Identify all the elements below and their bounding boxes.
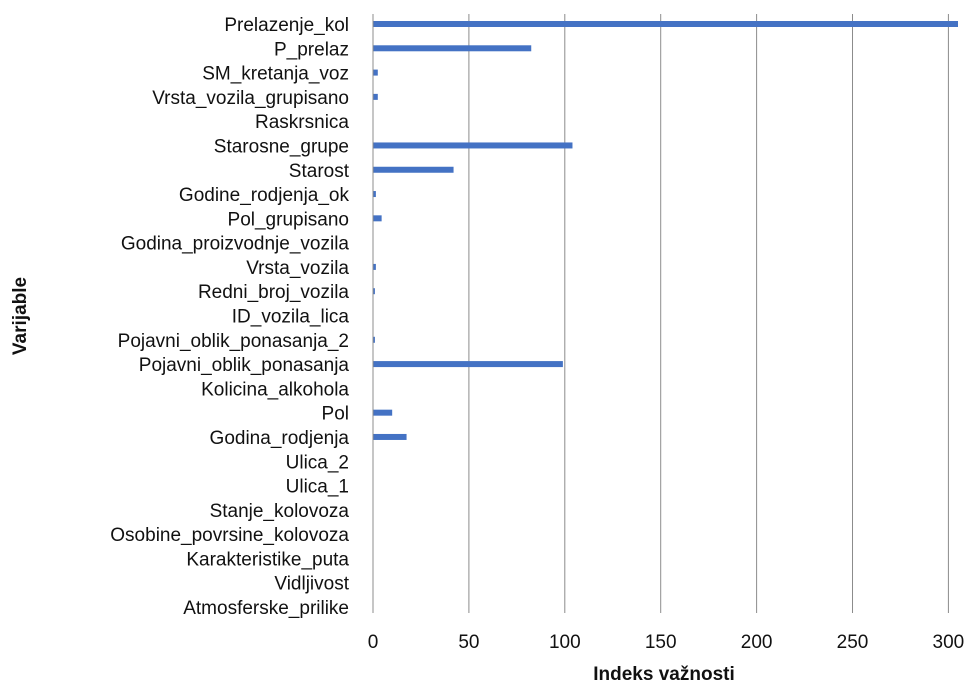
- bar-Prelazenje_kol: [373, 21, 958, 27]
- category-label: Osobine_povrsine_kolovoza: [110, 525, 349, 546]
- bar-Pol: [373, 409, 393, 416]
- category-labels: Prelazenje_kol P_prelaz SM_kretanja_voz Vrs…: [110, 15, 349, 619]
- category-label: Vrsta_vozila: [246, 258, 349, 279]
- category-label: Godina_proizvodnje_vozila: [121, 234, 350, 255]
- x-tick-label: 50: [458, 632, 479, 653]
- x-tick-label: 100: [549, 632, 581, 653]
- bar-Pojavni_oblik_ponasanja_2: [373, 336, 375, 343]
- x-tick-label: 250: [837, 632, 869, 653]
- category-label: Godine_rodjenja_ok: [179, 185, 350, 206]
- category-label: Pojavni_oblik_ponasanja: [139, 355, 350, 376]
- bar-Godine_rodjenja_ok: [373, 191, 376, 198]
- gridlines: [468, 14, 949, 613]
- bar-Godina_rodjenja: [373, 433, 407, 440]
- bar-Pol_grupisano: [373, 215, 382, 222]
- category-label: Pol: [322, 404, 349, 425]
- category-label: Prelazenje_kol: [224, 15, 349, 36]
- x-tick-label: 0: [368, 632, 379, 653]
- category-label: Pol_grupisano: [228, 209, 349, 230]
- category-label: Godina_rodjenja: [210, 428, 350, 449]
- category-label: Kolicina_alkohola: [201, 379, 349, 400]
- category-label: Atmosferske_prilike: [183, 598, 349, 619]
- category-label: Pojavni_oblik_ponasanja_2: [118, 331, 349, 352]
- x-tick-label: 200: [741, 632, 773, 653]
- category-label: Starosne_grupe: [214, 136, 349, 157]
- bar-Vrsta_vozila_grupisano: [373, 93, 378, 100]
- category-label: SM_kretanja_voz: [202, 64, 349, 85]
- bar-SM_kretanja_voz: [373, 69, 378, 76]
- x-tick-label: 300: [933, 632, 965, 653]
- category-label: Ulica_1: [286, 477, 349, 498]
- category-label: Stanje_kolovoza: [210, 501, 350, 522]
- bar-Vrsta_vozila: [373, 263, 376, 270]
- bar-Starost: [373, 166, 454, 173]
- bar-Redni_broj_vozila: [373, 288, 375, 295]
- category-label: Karakteristike_puta: [186, 549, 349, 570]
- x-tick-label: 150: [645, 632, 677, 653]
- bar-Starosne_grupe: [373, 142, 573, 149]
- category-label: P_prelaz: [274, 39, 349, 60]
- bars: [373, 21, 958, 440]
- category-label: Ulica_2: [286, 452, 349, 473]
- x-tick-labels: 0 50 100 150 200 250 300: [368, 632, 965, 653]
- bar-P_prelaz: [373, 45, 532, 52]
- category-label: ID_vozila_lica: [232, 307, 350, 328]
- category-label: Vrsta_vozila_grupisano: [152, 88, 349, 109]
- category-label: Vidljivost: [274, 574, 349, 595]
- bar-Pojavni_oblik_ponasanja: [373, 361, 563, 368]
- x-axis-title: Indeks važnosti: [593, 664, 735, 685]
- category-label: Raskrsnica: [255, 112, 349, 133]
- category-label: Redni_broj_vozila: [198, 282, 349, 303]
- category-label: Starost: [289, 161, 350, 182]
- y-axis-title: Varijable: [10, 277, 31, 355]
